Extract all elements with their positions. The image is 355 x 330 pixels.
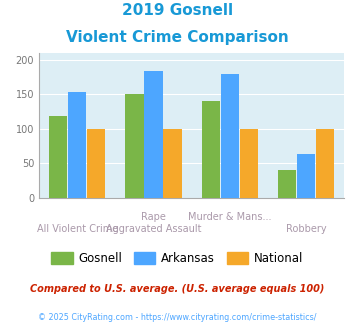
Text: Compared to U.S. average. (U.S. average equals 100): Compared to U.S. average. (U.S. average … [30,284,325,294]
Bar [49,116,67,198]
Bar [202,101,220,198]
Text: All Violent Crime: All Violent Crime [37,224,118,234]
Bar [316,129,334,198]
Legend: Gosnell, Arkansas, National: Gosnell, Arkansas, National [47,247,308,269]
Bar [68,92,86,198]
Bar [144,72,163,198]
Text: 2019 Gosnell: 2019 Gosnell [122,3,233,18]
Bar [297,154,315,198]
Text: © 2025 CityRating.com - https://www.cityrating.com/crime-statistics/: © 2025 CityRating.com - https://www.city… [38,314,317,322]
Text: Violent Crime Comparison: Violent Crime Comparison [66,30,289,45]
Bar [240,129,258,198]
Bar [221,74,239,198]
Bar [278,170,296,198]
Bar [163,129,182,198]
Bar [87,129,105,198]
Text: Murder & Mans...: Murder & Mans... [188,212,272,222]
Bar [125,94,144,198]
Text: Rape: Rape [141,212,166,222]
Text: Aggravated Assault: Aggravated Assault [106,224,201,234]
Text: Robbery: Robbery [286,224,327,234]
